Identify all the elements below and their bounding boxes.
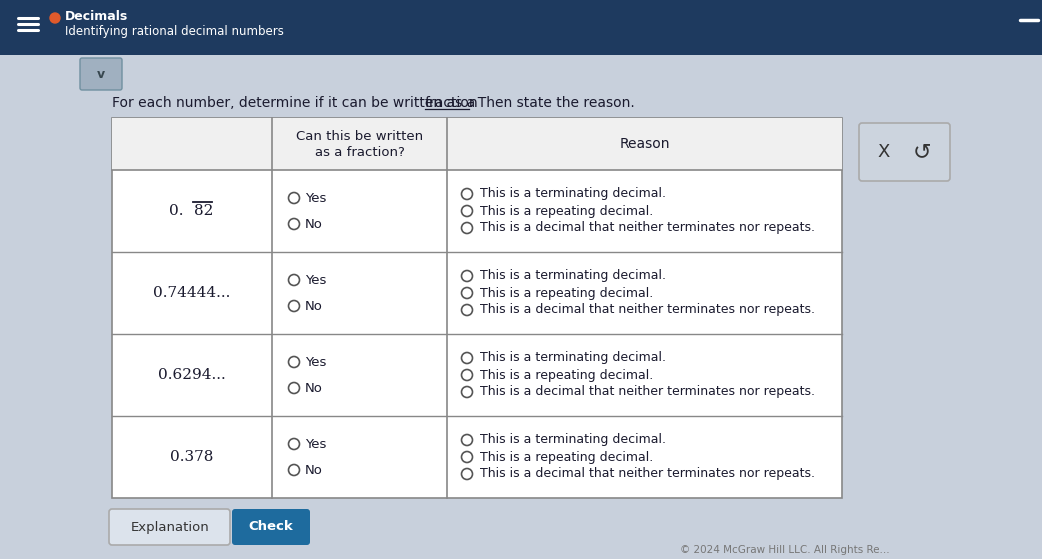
Circle shape xyxy=(462,369,472,381)
Circle shape xyxy=(289,382,299,394)
Circle shape xyxy=(289,219,299,230)
Text: 0.: 0. xyxy=(170,204,184,218)
Text: This is a terminating decimal.: This is a terminating decimal. xyxy=(480,433,666,447)
Text: This is a decimal that neither terminates nor repeats.: This is a decimal that neither terminate… xyxy=(480,221,815,234)
Circle shape xyxy=(289,438,299,449)
Circle shape xyxy=(462,287,472,299)
Circle shape xyxy=(289,301,299,311)
Circle shape xyxy=(462,206,472,216)
Text: X: X xyxy=(877,143,890,161)
Circle shape xyxy=(462,188,472,200)
Text: No: No xyxy=(305,217,323,230)
Text: This is a decimal that neither terminates nor repeats.: This is a decimal that neither terminate… xyxy=(480,386,815,399)
Text: This is a repeating decimal.: This is a repeating decimal. xyxy=(480,287,653,300)
Text: Yes: Yes xyxy=(305,192,326,205)
Circle shape xyxy=(289,192,299,203)
Text: Yes: Yes xyxy=(305,438,326,451)
FancyBboxPatch shape xyxy=(0,55,1042,559)
Text: No: No xyxy=(305,381,323,395)
Circle shape xyxy=(462,353,472,363)
Text: 0.378: 0.378 xyxy=(170,450,214,464)
Text: This is a repeating decimal.: This is a repeating decimal. xyxy=(480,368,653,381)
Circle shape xyxy=(50,13,60,23)
Circle shape xyxy=(462,222,472,234)
Text: 0.6294...: 0.6294... xyxy=(158,368,226,382)
Text: No: No xyxy=(305,300,323,312)
Circle shape xyxy=(462,305,472,315)
Text: v: v xyxy=(97,68,105,80)
Text: ↺: ↺ xyxy=(913,142,932,162)
Circle shape xyxy=(289,274,299,286)
FancyBboxPatch shape xyxy=(232,509,311,545)
Text: © 2024 McGraw Hill LLC. All Rights Re...: © 2024 McGraw Hill LLC. All Rights Re... xyxy=(680,545,890,555)
Text: Reason: Reason xyxy=(619,137,670,151)
Circle shape xyxy=(462,271,472,282)
Text: No: No xyxy=(305,463,323,476)
FancyBboxPatch shape xyxy=(109,509,230,545)
Text: For each number, determine if it can be written as a: For each number, determine if it can be … xyxy=(111,96,479,110)
Text: This is a decimal that neither terminates nor repeats.: This is a decimal that neither terminate… xyxy=(480,304,815,316)
Text: Decimals: Decimals xyxy=(65,11,128,23)
Text: This is a terminating decimal.: This is a terminating decimal. xyxy=(480,352,666,364)
Text: 82: 82 xyxy=(194,204,214,218)
Circle shape xyxy=(462,434,472,446)
Circle shape xyxy=(462,452,472,462)
Text: Can this be written: Can this be written xyxy=(296,130,423,144)
FancyBboxPatch shape xyxy=(859,123,950,181)
Text: Yes: Yes xyxy=(305,356,326,368)
Circle shape xyxy=(462,468,472,480)
Text: This is a terminating decimal.: This is a terminating decimal. xyxy=(480,187,666,201)
Text: . Then state the reason.: . Then state the reason. xyxy=(469,96,635,110)
Text: Explanation: Explanation xyxy=(130,520,209,533)
FancyBboxPatch shape xyxy=(111,118,842,498)
FancyBboxPatch shape xyxy=(111,118,842,170)
Text: This is a repeating decimal.: This is a repeating decimal. xyxy=(480,451,653,463)
Text: as a fraction?: as a fraction? xyxy=(315,145,404,159)
Text: Check: Check xyxy=(249,520,294,533)
FancyBboxPatch shape xyxy=(0,0,1042,55)
Text: 0.74444...: 0.74444... xyxy=(153,286,230,300)
Text: This is a terminating decimal.: This is a terminating decimal. xyxy=(480,269,666,282)
Text: Yes: Yes xyxy=(305,273,326,287)
Circle shape xyxy=(289,465,299,476)
Circle shape xyxy=(462,386,472,397)
Circle shape xyxy=(289,357,299,367)
Text: fraction: fraction xyxy=(425,96,478,110)
Text: This is a repeating decimal.: This is a repeating decimal. xyxy=(480,205,653,217)
Text: Identifying rational decimal numbers: Identifying rational decimal numbers xyxy=(65,26,283,39)
FancyBboxPatch shape xyxy=(80,58,122,90)
Text: This is a decimal that neither terminates nor repeats.: This is a decimal that neither terminate… xyxy=(480,467,815,481)
